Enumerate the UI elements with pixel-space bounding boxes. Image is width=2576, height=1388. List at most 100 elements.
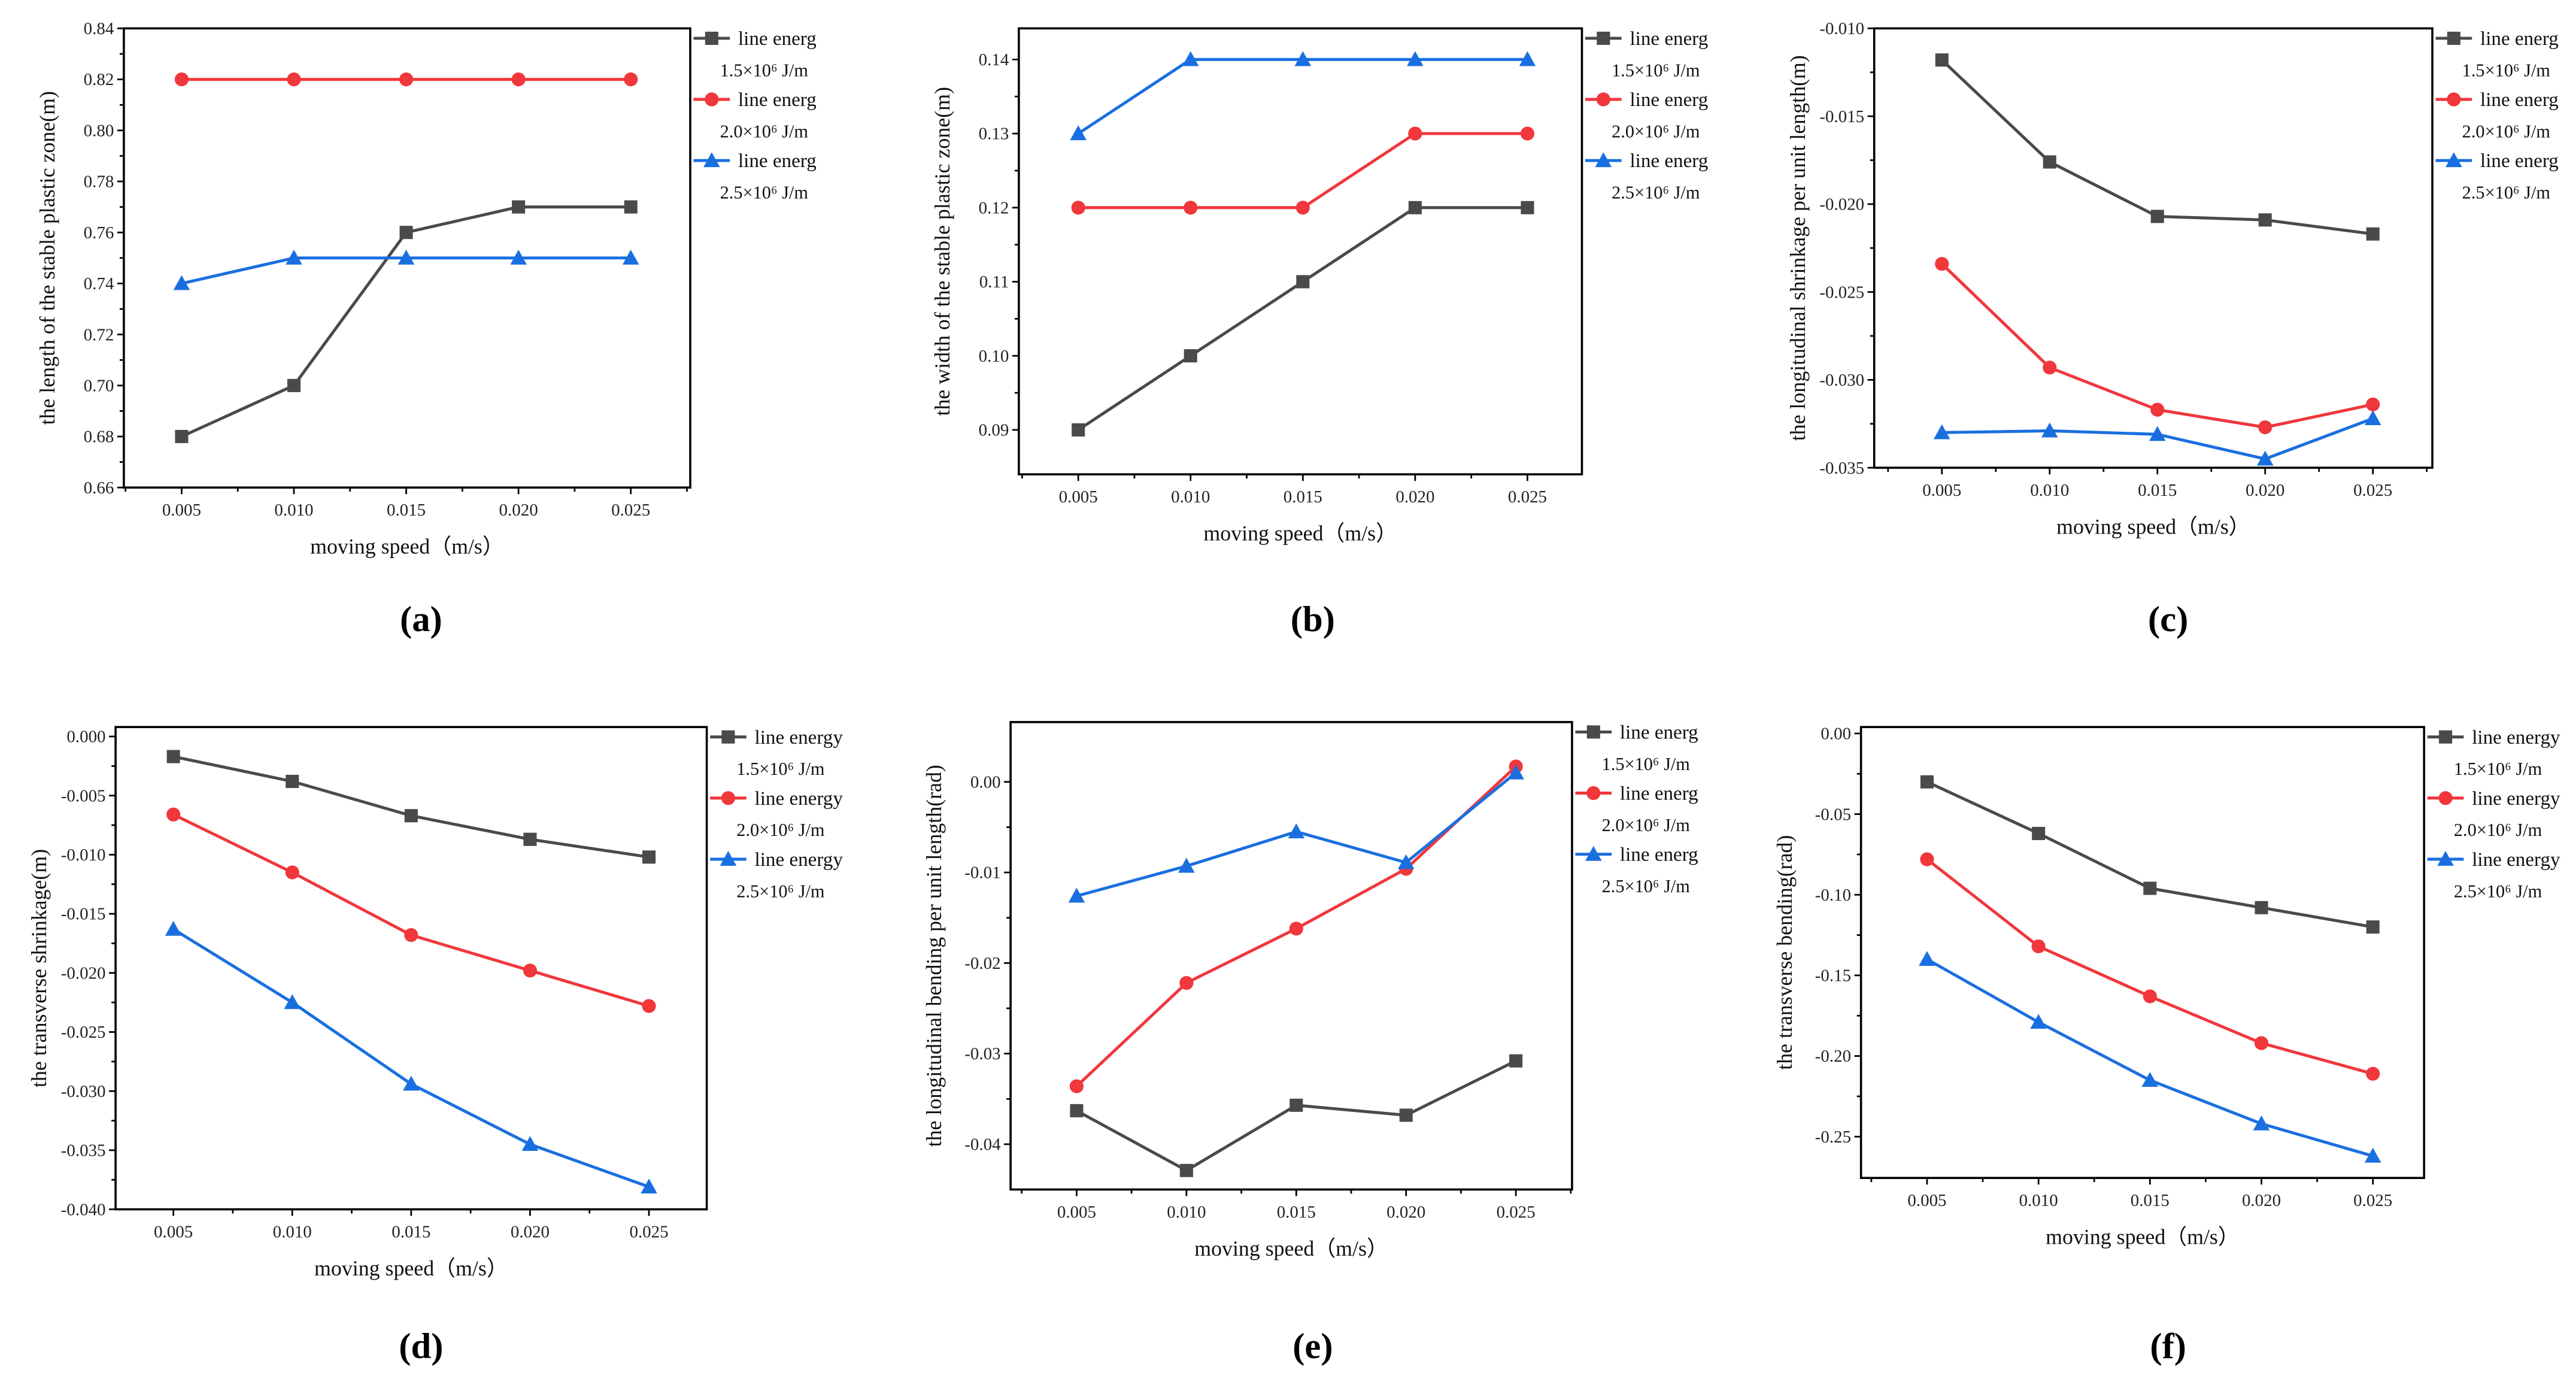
legend-marker — [720, 851, 737, 866]
legend-label: line energ — [738, 150, 817, 172]
legend-entry: line energ 1.5×10⁶ J/m — [693, 28, 817, 80]
y-tick-label: 0.11 — [979, 272, 1009, 292]
data-point — [1072, 423, 1085, 437]
data-point — [404, 809, 418, 823]
y-tick-label: -0.025 — [1819, 283, 1864, 302]
y-tick-label: -0.10 — [1815, 886, 1851, 905]
y-tick-label: -0.020 — [1819, 195, 1864, 214]
legend-energy: 1.5×10⁶ J/m — [2454, 759, 2542, 779]
legend-label: line energy — [755, 788, 844, 810]
legend-energy: 2.5×10⁶ J/m — [720, 182, 809, 202]
series-triangle-2 — [173, 250, 639, 290]
y-tick-label: 0.78 — [84, 172, 114, 192]
data-point — [2141, 1072, 2159, 1087]
legend-marker — [2437, 851, 2454, 866]
y-tick-label: 0.82 — [84, 70, 114, 89]
x-tick-label: 0.010 — [1171, 487, 1210, 507]
data-point — [1070, 1104, 1084, 1117]
x-tick-label: 0.010 — [2019, 1191, 2058, 1210]
data-point — [2032, 826, 2046, 840]
legend-marker — [1597, 31, 1610, 45]
data-point — [1521, 201, 1534, 214]
series-square-0 — [1920, 775, 2380, 934]
legend-entry: line energ 1.5×10⁶ J/m — [1585, 28, 1708, 80]
x-tick-label: 0.005 — [1059, 487, 1098, 507]
data-point — [642, 850, 656, 864]
series-line — [1926, 957, 2374, 1157]
legend-marker — [705, 31, 718, 45]
legend-label: line energ — [1630, 28, 1708, 50]
legend-marker — [2445, 152, 2462, 168]
data-point — [523, 832, 537, 846]
x-tick-label: 0.015 — [387, 501, 426, 520]
legend-marker — [1595, 152, 1612, 168]
data-point — [403, 1075, 420, 1091]
x-tick-label: 0.015 — [392, 1222, 430, 1241]
data-point — [1934, 424, 1950, 440]
data-point — [2366, 227, 2380, 241]
y-tick-label: -0.15 — [1815, 966, 1851, 986]
data-point — [1184, 201, 1198, 215]
legend-energy: 2.0×10⁶ J/m — [2462, 121, 2551, 141]
data-point — [2149, 426, 2166, 441]
y-tick-label: -0.04 — [964, 1135, 1001, 1154]
legend-label: line energ — [1630, 150, 1708, 172]
y-tick-label: 0.00 — [970, 772, 1001, 792]
legend-entry: line energ 2.0×10⁶ J/m — [2435, 89, 2559, 141]
data-point — [1507, 764, 1524, 780]
y-tick-label: -0.040 — [61, 1200, 106, 1219]
data-point — [2255, 901, 2268, 914]
data-point — [1520, 126, 1535, 141]
legend-entry: line energ 2.5×10⁶ J/m — [1585, 150, 1708, 202]
legend-energy: 1.5×10⁶ J/m — [736, 759, 825, 779]
panel-caption: (a) — [400, 599, 442, 640]
data-point — [2030, 1014, 2047, 1029]
y-tick-label: 0.68 — [84, 428, 114, 447]
y-axis-title: the length of the stable plastic zone(m) — [35, 91, 59, 425]
chart-panel-e: -0.04 -0.03 -0.02 -0.01 0.00 0.005 0.010 0.015 0… — [922, 721, 1698, 1366]
series-circle-1 — [1935, 257, 2380, 435]
series-line — [173, 755, 650, 859]
data-point — [287, 72, 301, 87]
y-tick-label: 0.14 — [979, 50, 1009, 69]
legend-energy: 2.0×10⁶ J/m — [1602, 815, 1691, 835]
x-tick-label: 0.025 — [1508, 487, 1547, 507]
x-tick-label: 0.015 — [1277, 1202, 1316, 1222]
data-point — [1920, 775, 1934, 789]
x-tick-label: 0.005 — [1907, 1191, 1946, 1210]
series-line — [172, 813, 650, 1008]
data-point — [1919, 951, 1935, 966]
legend-marker — [705, 92, 719, 107]
y-tick-label: 0.000 — [66, 728, 105, 747]
data-point — [1920, 852, 1934, 866]
y-tick-label: 0.00 — [1821, 725, 1851, 744]
data-point — [173, 275, 190, 290]
legend-entry: line energy 1.5×10⁶ J/m — [710, 727, 843, 779]
data-point — [286, 250, 302, 265]
data-point — [1935, 53, 1949, 67]
y-tick-label: -0.03 — [964, 1044, 1000, 1063]
y-tick-label: -0.035 — [61, 1141, 106, 1160]
x-axis-title: moving speed（m/s） — [1203, 521, 1397, 545]
legend-label: line energ — [1620, 722, 1698, 743]
data-point — [165, 920, 182, 936]
series-circle-1 — [1071, 126, 1535, 215]
series-circle-1 — [166, 807, 656, 1013]
data-point — [523, 963, 538, 978]
y-tick-label: -0.010 — [1819, 19, 1864, 38]
legend-label: line energ — [1620, 783, 1698, 805]
series-line — [181, 205, 631, 438]
legend-energy: 2.0×10⁶ J/m — [2454, 820, 2542, 840]
x-tick-label: 0.020 — [2242, 1191, 2281, 1210]
data-point — [624, 200, 638, 214]
legend-entry: line energy 2.0×10⁶ J/m — [710, 788, 843, 840]
legend-marker — [1586, 786, 1601, 801]
data-point — [512, 200, 526, 214]
data-point — [2143, 989, 2157, 1004]
data-point — [399, 226, 413, 240]
y-tick-label: 0.74 — [84, 274, 114, 293]
legend-energy: 2.0×10⁶ J/m — [1612, 121, 1700, 141]
x-axis-title: moving speed（m/s） — [314, 1256, 508, 1280]
y-tick-label: 0.13 — [979, 125, 1009, 144]
